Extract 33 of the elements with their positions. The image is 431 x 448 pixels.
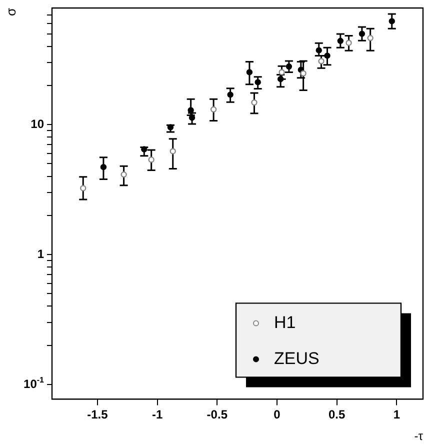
x-tick-label: 1	[393, 408, 400, 422]
point	[246, 69, 253, 76]
point	[367, 34, 374, 42]
point	[251, 99, 258, 106]
point	[300, 70, 306, 76]
y-axis-title: σ	[3, 8, 18, 16]
x-tick-label: -0.5	[206, 408, 228, 422]
point	[120, 171, 127, 178]
y-tick-label: 1	[37, 246, 44, 261]
point	[170, 148, 176, 154]
point	[148, 156, 154, 163]
point	[346, 40, 352, 46]
point	[80, 185, 86, 192]
point	[227, 92, 234, 98]
point	[318, 58, 324, 64]
point	[337, 38, 344, 44]
legend-label: ZEUS	[274, 348, 320, 368]
point	[141, 146, 148, 152]
point	[210, 106, 217, 112]
point	[358, 30, 366, 37]
point	[324, 52, 330, 59]
x-axis-title: -τ	[414, 429, 424, 444]
point	[316, 47, 322, 54]
point	[277, 76, 284, 82]
x-tick-label: -1.5	[87, 408, 108, 422]
point	[167, 124, 174, 130]
point	[388, 18, 395, 24]
x-tick-label: 0	[274, 408, 281, 422]
y-tick-label: 10	[30, 116, 44, 131]
x-tick-label: -1	[152, 408, 163, 422]
point	[100, 164, 107, 170]
x-tick-label: 0.5	[328, 408, 346, 422]
legend-label: H1	[274, 312, 296, 332]
